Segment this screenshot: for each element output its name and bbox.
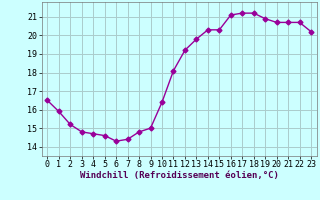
X-axis label: Windchill (Refroidissement éolien,°C): Windchill (Refroidissement éolien,°C) (80, 171, 279, 180)
